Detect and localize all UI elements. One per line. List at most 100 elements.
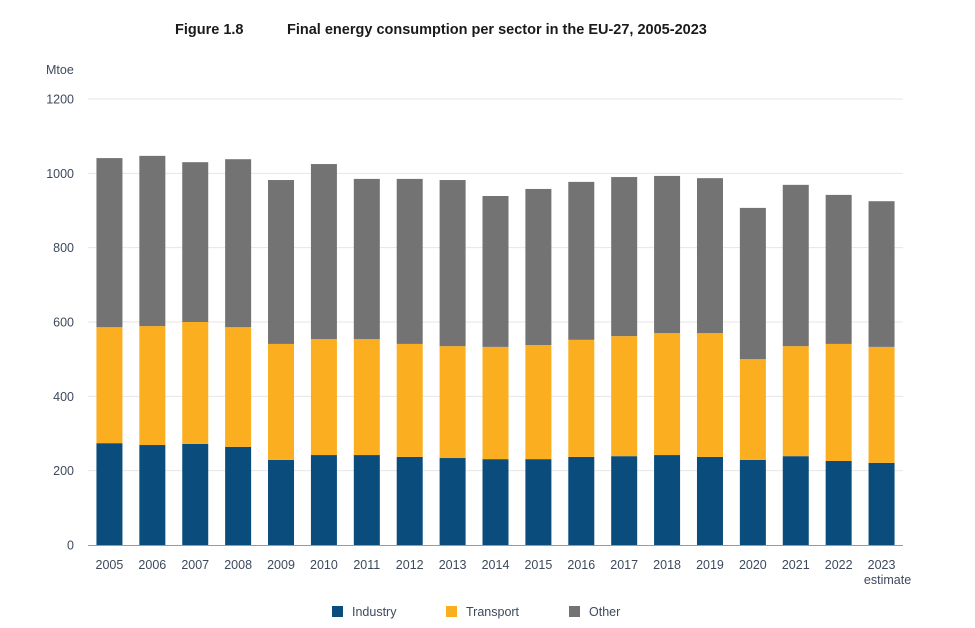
bar-segment-transport-2020	[739, 359, 766, 460]
bar-segment-other-2006	[139, 155, 166, 327]
bar-segment-transport-2018	[654, 333, 681, 456]
bar-segment-other-2016	[568, 181, 595, 340]
x-tick-label: 2020	[739, 558, 767, 572]
bar-segment-transport-2005	[96, 327, 123, 444]
bar-segment-other-2020	[739, 207, 766, 360]
bar-segment-transport-2011	[353, 339, 380, 456]
bar-segment-industry-2010	[310, 455, 337, 545]
bar-segment-transport-2023	[868, 346, 895, 463]
bar-segment-other-2007	[182, 162, 209, 322]
x-tick-label: 2009	[267, 558, 295, 572]
bar-segment-transport-2021	[782, 346, 809, 457]
figure-title: Final energy consumption per sector in t…	[287, 22, 707, 38]
x-tick-label: 2018	[653, 558, 681, 572]
bar-segment-other-2009	[268, 180, 295, 344]
x-tick-label: 2015	[524, 558, 552, 572]
bar-segment-industry-2022	[825, 461, 852, 545]
bar-segment-other-2021	[782, 184, 809, 347]
bar-segment-industry-2009	[268, 459, 295, 545]
bar-segment-transport-2019	[696, 333, 723, 457]
x-tick-label: 2010	[310, 558, 338, 572]
bar-segment-industry-2008	[225, 446, 252, 545]
x-tick-label: 2007	[181, 558, 209, 572]
legend-label: Transport	[466, 605, 520, 619]
bar-segment-other-2008	[225, 159, 252, 328]
bar-segment-industry-2014	[482, 459, 509, 545]
legend-label: Industry	[352, 605, 397, 619]
bar-segment-other-2018	[654, 175, 681, 334]
bar-segment-transport-2010	[310, 339, 337, 456]
bar-segment-transport-2007	[182, 322, 209, 444]
x-tick-label: 2013	[439, 558, 467, 572]
x-tick-sublabel: estimate	[864, 573, 911, 587]
y-tick-label: 0	[67, 539, 74, 553]
legend-swatch	[332, 606, 343, 617]
bar-segment-transport-2016	[568, 339, 595, 457]
bar-segment-other-2017	[611, 177, 638, 337]
legend-item-industry: Industry	[332, 605, 397, 619]
bar-segment-transport-2012	[396, 343, 423, 457]
bar-segment-industry-2006	[139, 445, 166, 545]
legend-swatch	[446, 606, 457, 617]
bar-segment-transport-2006	[139, 326, 166, 446]
x-tick-label: 2019	[696, 558, 724, 572]
bar-segment-industry-2017	[611, 456, 638, 545]
x-tick-label: 2023	[868, 558, 896, 572]
bar-segment-transport-2017	[611, 336, 638, 457]
x-tick-label: 2022	[825, 558, 853, 572]
bar-segment-other-2023	[868, 201, 895, 347]
bar-segment-other-2013	[439, 180, 466, 347]
bar-segment-industry-2012	[396, 456, 423, 545]
bar-segment-industry-2005	[96, 443, 123, 545]
figure-label: Figure 1.8	[175, 22, 244, 38]
x-tick-label: 2021	[782, 558, 810, 572]
bar-segment-other-2010	[310, 164, 337, 340]
x-tick-label: 2006	[138, 558, 166, 572]
legend-item-transport: Transport	[446, 605, 520, 619]
x-tick-label: 2016	[567, 558, 595, 572]
bar-segment-industry-2016	[568, 456, 595, 545]
y-tick-label: 400	[53, 390, 74, 404]
bar-segment-other-2022	[825, 194, 852, 344]
x-tick-label: 2014	[482, 558, 510, 572]
bar-segment-transport-2008	[225, 327, 252, 447]
bar-segment-transport-2022	[825, 343, 852, 462]
y-axis-ticks: 0 200 400 600 800 1000 1200	[46, 93, 74, 553]
bar-segment-other-2005	[96, 158, 123, 328]
bar-segment-industry-2023	[868, 462, 895, 545]
x-tick-label: 2011	[353, 558, 380, 572]
y-tick-label: 800	[53, 241, 74, 255]
bar-segment-industry-2011	[353, 455, 380, 545]
bar-segment-transport-2013	[439, 346, 466, 459]
bar-segment-other-2011	[353, 178, 380, 340]
bar-segment-other-2019	[696, 178, 723, 334]
bar-segment-industry-2007	[182, 443, 209, 545]
legend: Industry Transport Other	[332, 605, 620, 619]
y-tick-label: 200	[53, 464, 74, 478]
y-axis-unit-label: Mtoe	[46, 63, 74, 77]
x-axis-ticks: 2005 2006 2007 2008 2009 2010 2011 2012 2013 2014…	[96, 558, 912, 587]
bar-segment-industry-2015	[525, 459, 552, 545]
x-tick-label: 2017	[610, 558, 638, 572]
bar-segment-transport-2009	[268, 343, 295, 460]
bar-segment-industry-2021	[782, 456, 809, 545]
bar-segment-other-2015	[525, 188, 552, 346]
bar-segment-industry-2018	[654, 455, 681, 545]
x-tick-label: 2012	[396, 558, 424, 572]
legend-item-other: Other	[569, 605, 620, 619]
y-tick-label: 1000	[46, 167, 74, 181]
bar-segment-other-2012	[396, 178, 423, 344]
bar-segment-transport-2014	[482, 346, 509, 460]
legend-label: Other	[589, 605, 620, 619]
y-tick-label: 600	[53, 316, 74, 330]
chart-title: Figure 1.8 Final energy consumption per s…	[175, 22, 707, 38]
bar-segment-other-2014	[482, 196, 509, 347]
legend-swatch	[569, 606, 580, 617]
bar-segment-industry-2013	[439, 458, 466, 545]
bar-segment-industry-2020	[739, 459, 766, 545]
bar-segment-industry-2019	[696, 456, 723, 545]
x-tick-label: 2005	[96, 558, 124, 572]
bar-segment-transport-2015	[525, 345, 552, 460]
bars	[96, 155, 895, 545]
